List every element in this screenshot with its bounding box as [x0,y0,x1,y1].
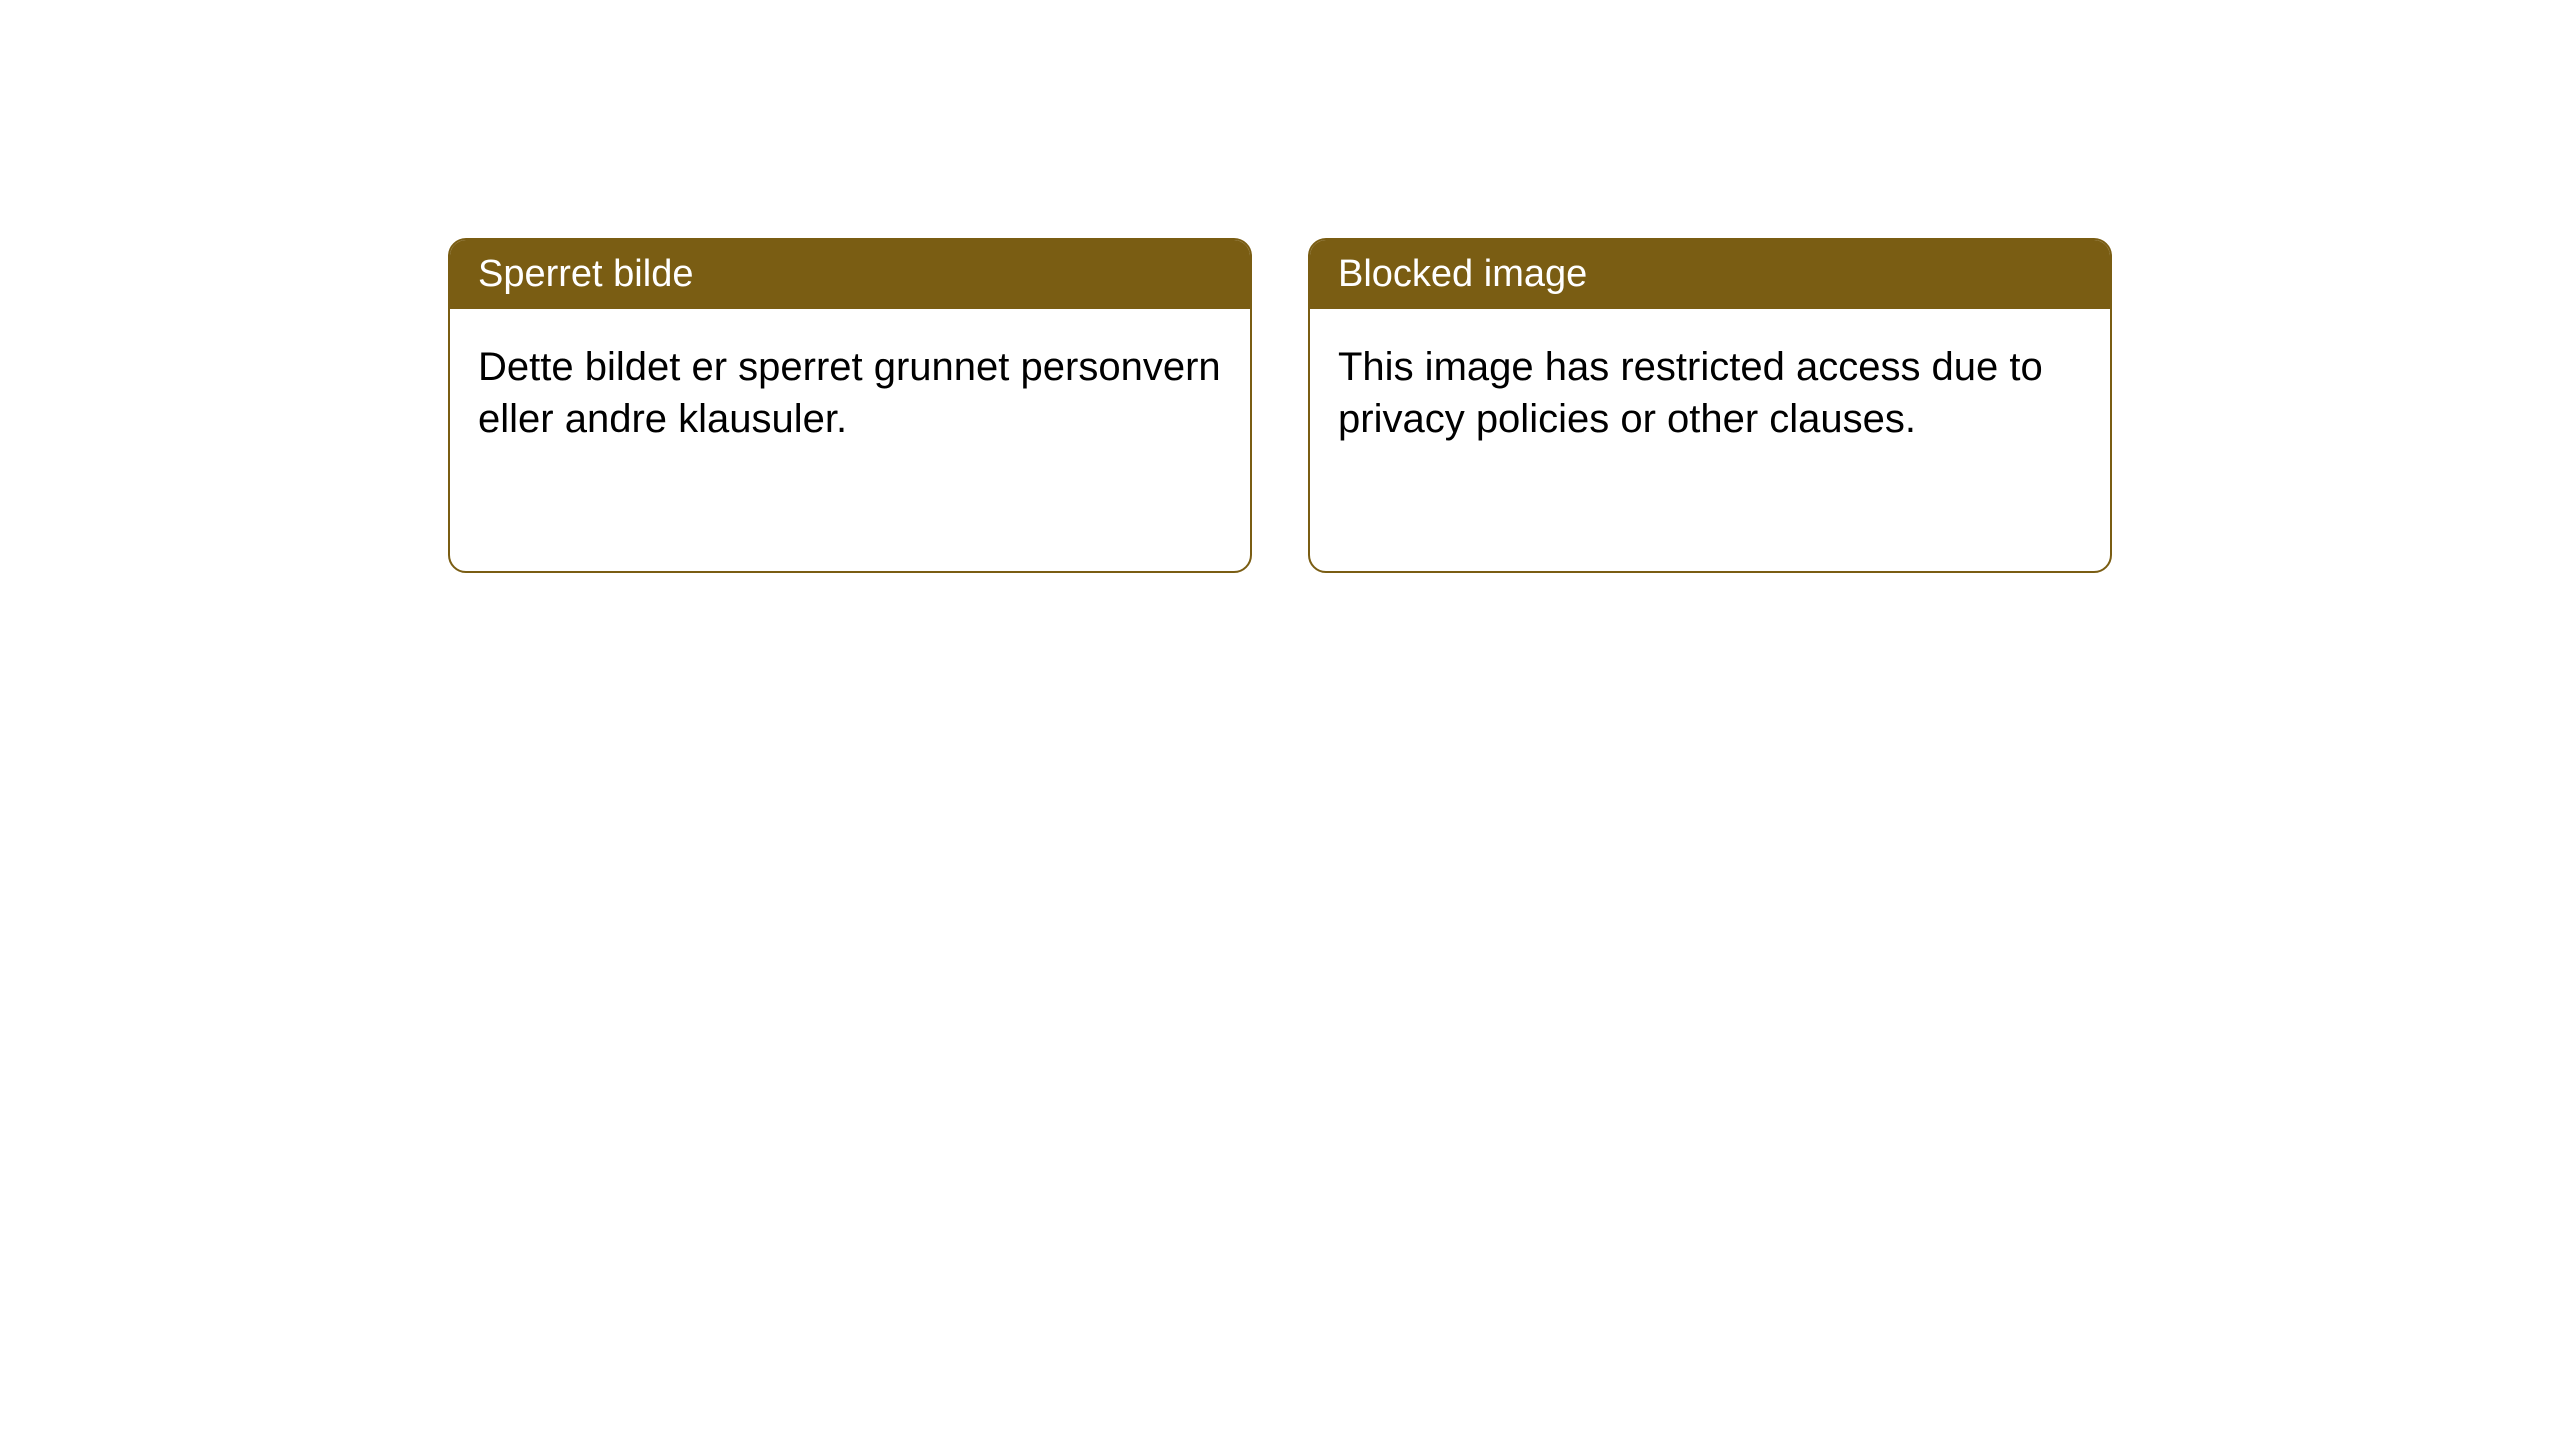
notice-cards-container: Sperret bilde Dette bildet er sperret gr… [0,0,2560,573]
card-header: Sperret bilde [450,240,1250,309]
notice-card-english: Blocked image This image has restricted … [1308,238,2112,573]
card-header: Blocked image [1310,240,2110,309]
notice-card-norwegian: Sperret bilde Dette bildet er sperret gr… [448,238,1252,573]
card-body: Dette bildet er sperret grunnet personve… [450,309,1250,477]
card-body: This image has restricted access due to … [1310,309,2110,477]
